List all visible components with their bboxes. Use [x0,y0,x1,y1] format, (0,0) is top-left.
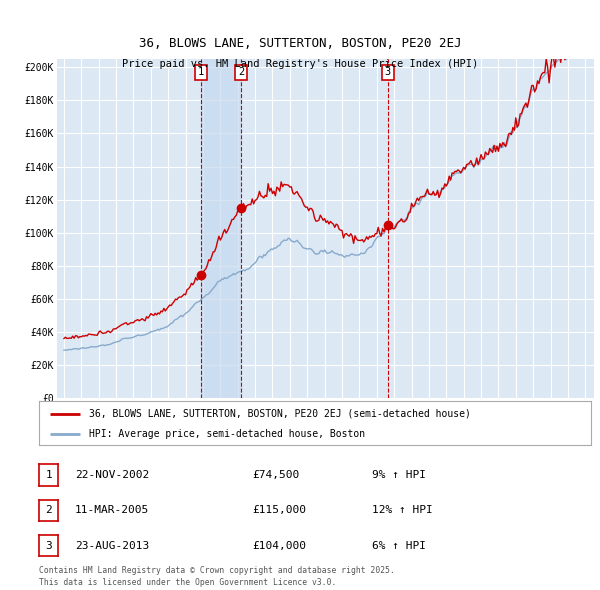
Text: 3: 3 [45,541,52,550]
Text: Contains HM Land Registry data © Crown copyright and database right 2025.
This d: Contains HM Land Registry data © Crown c… [39,566,395,587]
Text: 36, BLOWS LANE, SUTTERTON, BOSTON, PE20 2EJ: 36, BLOWS LANE, SUTTERTON, BOSTON, PE20 … [139,37,461,50]
Text: 9% ↑ HPI: 9% ↑ HPI [372,470,426,480]
Text: 11-MAR-2005: 11-MAR-2005 [75,506,149,515]
Text: 23-AUG-2013: 23-AUG-2013 [75,541,149,550]
Text: 1: 1 [198,67,204,77]
Text: HPI: Average price, semi-detached house, Boston: HPI: Average price, semi-detached house,… [89,430,365,440]
Text: 6% ↑ HPI: 6% ↑ HPI [372,541,426,550]
Text: £74,500: £74,500 [252,470,299,480]
Text: Price paid vs. HM Land Registry's House Price Index (HPI): Price paid vs. HM Land Registry's House … [122,59,478,69]
Text: 2: 2 [45,506,52,515]
Text: 2: 2 [238,67,244,77]
Text: 22-NOV-2002: 22-NOV-2002 [75,470,149,480]
Text: £115,000: £115,000 [252,506,306,515]
Text: 12% ↑ HPI: 12% ↑ HPI [372,506,433,515]
Text: 1: 1 [45,470,52,480]
Text: £104,000: £104,000 [252,541,306,550]
Text: 3: 3 [385,67,391,77]
Bar [201,59,241,398]
Text: 36, BLOWS LANE, SUTTERTON, BOSTON, PE20 2EJ (semi-detached house): 36, BLOWS LANE, SUTTERTON, BOSTON, PE20 … [89,409,470,418]
